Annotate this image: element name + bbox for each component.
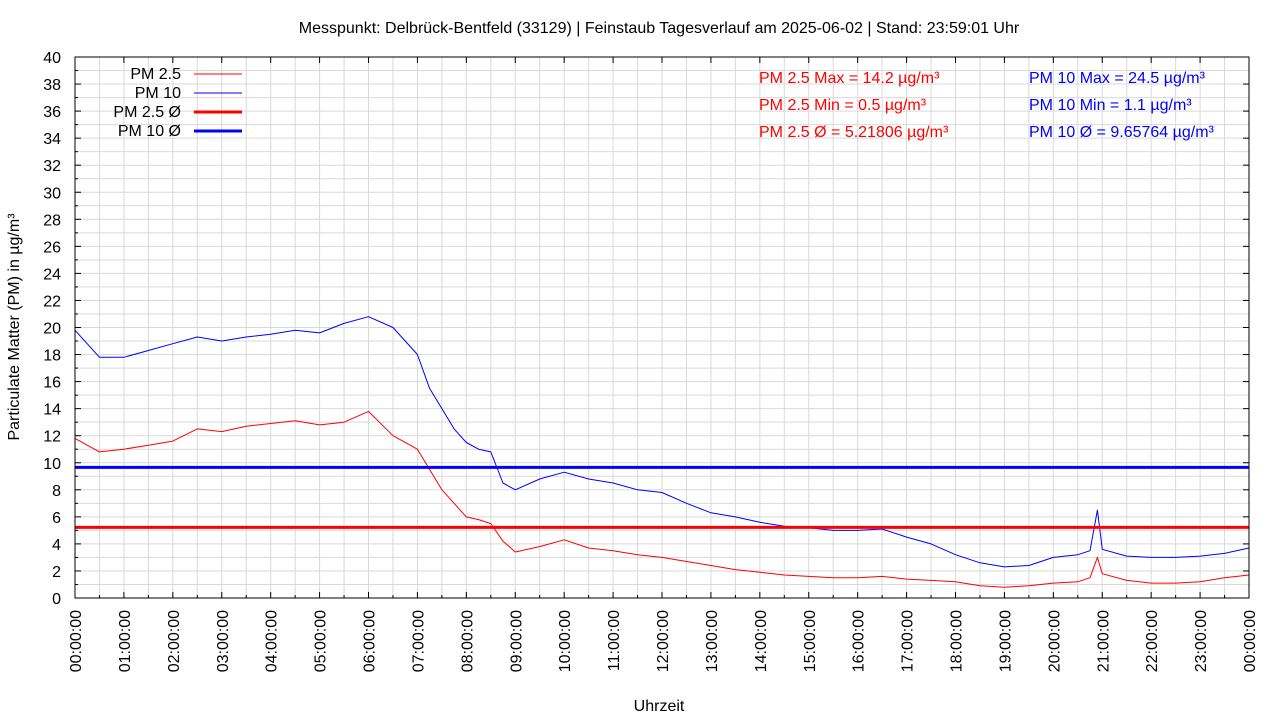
legend-label: PM 10 Ø — [118, 123, 181, 140]
x-tick-label: 22:00:00 — [1144, 610, 1161, 672]
y-tick-label: 40 — [43, 50, 61, 67]
stat-text: PM 10 Max = 24.5 µg/m³ — [1029, 70, 1206, 87]
y-tick-label: 30 — [43, 185, 61, 202]
y-tick-label: 6 — [52, 510, 61, 527]
x-tick-label: 00:00:00 — [68, 610, 85, 672]
x-tick-label: 08:00:00 — [459, 610, 476, 672]
x-tick-label: 07:00:00 — [410, 610, 427, 672]
x-axis-title: Uhrzeit — [634, 698, 685, 715]
x-tick-label: 16:00:00 — [851, 610, 868, 672]
stat-text: PM 10 Min = 1.1 µg/m³ — [1029, 97, 1192, 114]
series-line-pm-2-5 — [74, 410, 1250, 588]
x-tick-label: 20:00:00 — [1046, 610, 1063, 672]
x-tick-label: 05:00:00 — [313, 610, 330, 672]
y-axis-title: Particulate Matter (PM) in µg/m³ — [6, 213, 23, 441]
x-tick-label: 13:00:00 — [704, 610, 721, 672]
x-tick-label: 02:00:00 — [166, 610, 183, 672]
x-tick-label: 14:00:00 — [753, 610, 770, 672]
y-tick-label: 2 — [52, 564, 61, 581]
x-tick-label: 03:00:00 — [215, 610, 232, 672]
y-tick-label: 20 — [43, 321, 61, 338]
x-tick-label: 06:00:00 — [362, 610, 379, 672]
legend-label: PM 2.5 Ø — [113, 104, 181, 121]
legend-label: PM 10 — [135, 85, 181, 102]
x-axis: 00:00:00 01:00:00 02:00:00 03:00:00 04:00:00… — [68, 57, 1259, 672]
grid — [75, 57, 1249, 598]
y-tick-label: 32 — [43, 158, 61, 175]
y-tick-label: 38 — [43, 77, 61, 94]
x-tick-label: 04:00:00 — [264, 610, 281, 672]
series-layer — [74, 316, 1250, 588]
y-tick-label: 16 — [43, 375, 61, 392]
x-tick-label: 23:00:00 — [1193, 610, 1210, 672]
y-tick-label: 14 — [43, 402, 61, 419]
stat-text: PM 2.5 Max = 14.2 µg/m³ — [759, 70, 940, 87]
x-tick-label: 17:00:00 — [900, 610, 917, 672]
chart-title: Messpunkt: Delbrück-Bentfeld (33129) | F… — [299, 20, 1020, 37]
y-tick-label: 36 — [43, 104, 61, 121]
series-line-pm-10 — [74, 316, 1250, 568]
x-tick-label: 11:00:00 — [606, 610, 623, 671]
y-tick-label: 26 — [43, 239, 61, 256]
x-tick-label: 10:00:00 — [557, 610, 574, 672]
y-tick-label: 10 — [43, 456, 61, 473]
x-tick-label: 00:00:00 — [1242, 610, 1259, 672]
legend-label: PM 2.5 — [130, 66, 181, 83]
x-tick-label: 19:00:00 — [997, 610, 1014, 672]
legend: PM 2.5 PM 10 PM 2.5 Ø PM 10 Ø — [113, 66, 242, 140]
y-tick-label: 34 — [43, 131, 61, 148]
y-tick-label: 12 — [43, 429, 61, 446]
x-tick-label: 18:00:00 — [949, 610, 966, 672]
stats-block: PM 2.5 Max = 14.2 µg/m³ PM 2.5 Min = 0.5 … — [759, 70, 1215, 141]
stat-text: PM 2.5 Min = 0.5 µg/m³ — [759, 97, 927, 114]
y-tick-label: 0 — [52, 591, 61, 608]
y-tick-label: 28 — [43, 212, 61, 229]
stat-text: PM 2.5 Ø = 5.21806 µg/m³ — [759, 124, 949, 141]
y-tick-label: 24 — [43, 266, 61, 283]
x-tick-label: 12:00:00 — [655, 610, 672, 672]
y-tick-label: 4 — [52, 537, 61, 554]
x-tick-label: 15:00:00 — [802, 610, 819, 672]
x-tick-label: 09:00:00 — [508, 610, 525, 672]
x-tick-label: 21:00:00 — [1095, 610, 1112, 672]
y-tick-label: 8 — [52, 483, 61, 500]
y-tick-label: 18 — [43, 348, 61, 365]
x-tick-label: 01:00:00 — [117, 610, 134, 672]
y-tick-label: 22 — [43, 293, 61, 310]
stat-text: PM 10 Ø = 9.65764 µg/m³ — [1029, 124, 1215, 141]
